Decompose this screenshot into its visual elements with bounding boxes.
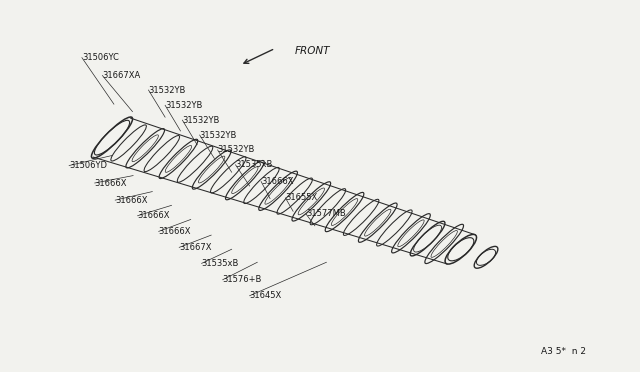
Text: 31535xB: 31535xB [202, 259, 239, 268]
Text: 31655X: 31655X [285, 193, 317, 202]
Text: 31667XA: 31667XA [102, 71, 141, 80]
Text: 31666X: 31666X [115, 196, 148, 205]
Text: 31645X: 31645X [250, 291, 282, 300]
Text: 31666X: 31666X [138, 211, 170, 220]
Text: 31506YC: 31506YC [82, 53, 119, 62]
Text: 31535xB: 31535xB [236, 160, 273, 169]
Text: 31577MB: 31577MB [306, 209, 346, 218]
Text: 31532YB: 31532YB [182, 116, 220, 125]
Text: 31576+B: 31576+B [223, 275, 262, 284]
Text: 31532YB: 31532YB [200, 131, 237, 140]
Text: FRONT: FRONT [294, 46, 330, 56]
Text: 31532YB: 31532YB [165, 101, 202, 110]
Text: 31666X: 31666X [261, 177, 294, 186]
Text: 31666X: 31666X [159, 227, 191, 236]
Text: 31532YB: 31532YB [218, 145, 255, 154]
Text: 31666X: 31666X [95, 179, 127, 187]
Text: 31532YB: 31532YB [148, 86, 186, 94]
Text: A3 5*  n 2: A3 5* n 2 [541, 347, 586, 356]
Text: 31667X: 31667X [179, 243, 212, 252]
Text: 31506YD: 31506YD [69, 161, 107, 170]
